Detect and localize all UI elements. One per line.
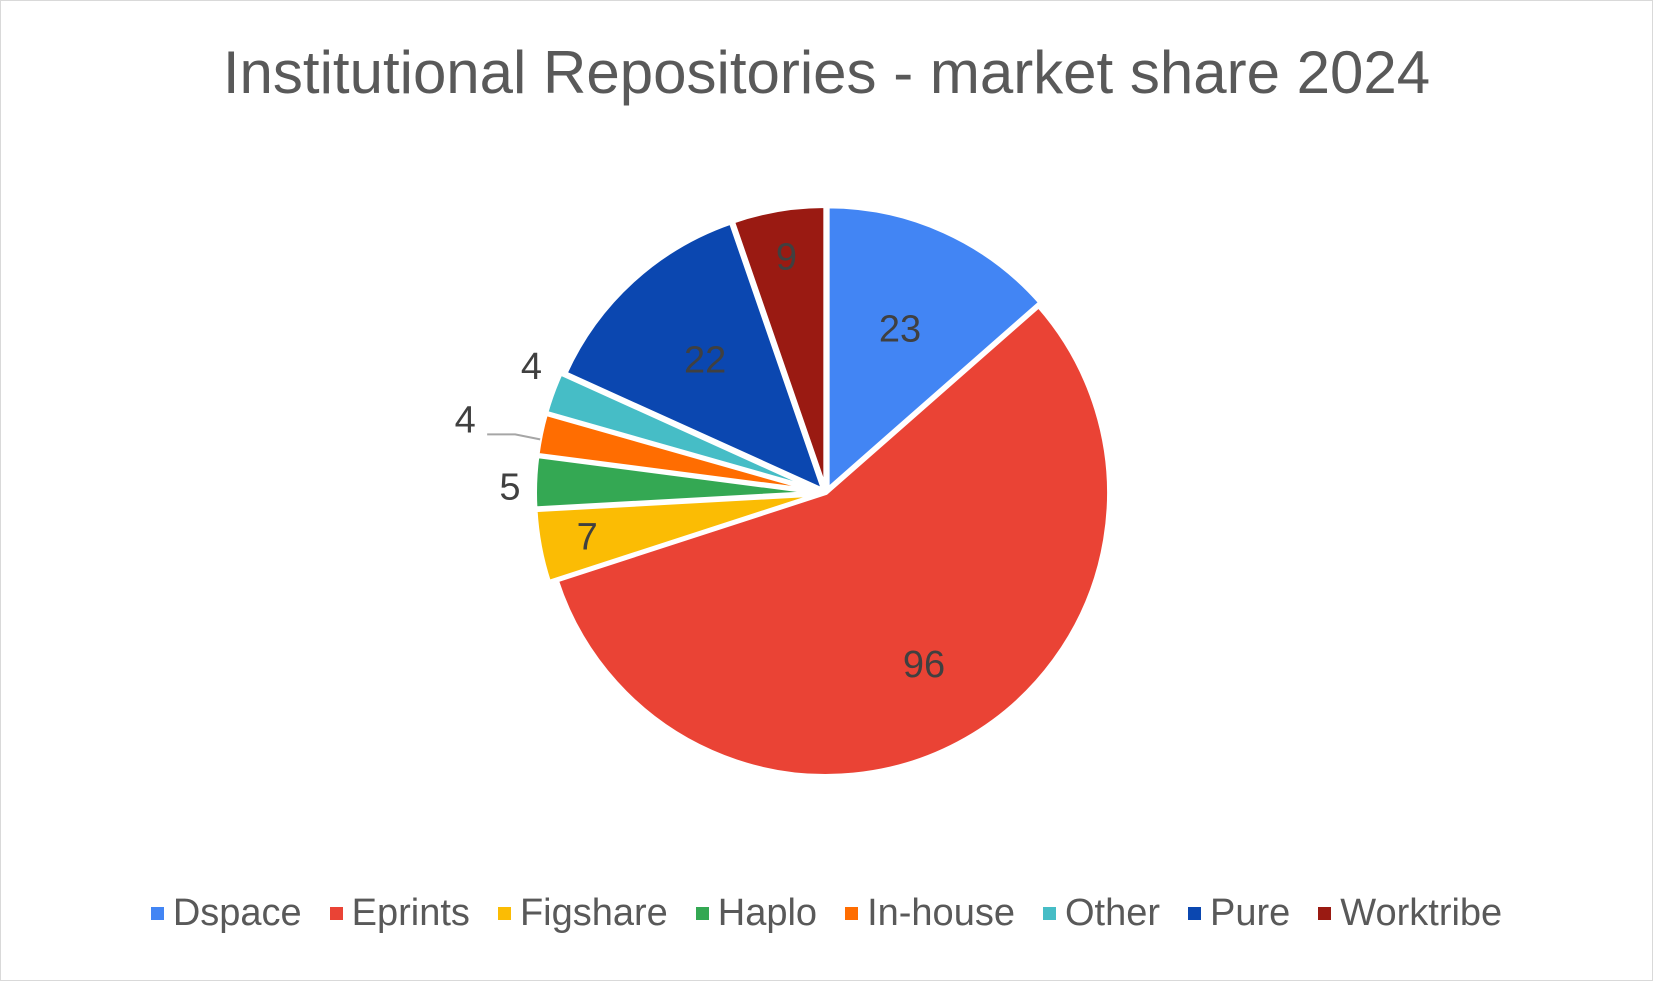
- data-label-haplo: 5: [499, 467, 520, 509]
- legend-item-eprints: Eprints: [329, 891, 470, 935]
- legend-swatch: [1188, 906, 1202, 920]
- legend-item-dspace: Dspace: [150, 891, 302, 935]
- data-label-dspace: 23: [879, 309, 921, 351]
- legend-label: Dspace: [172, 891, 302, 934]
- data-label-other: 4: [521, 346, 542, 388]
- legend-swatch: [329, 906, 343, 920]
- legend-swatch: [845, 906, 859, 920]
- legend-label: Other: [1064, 891, 1161, 934]
- legend-label: In-house: [867, 891, 1015, 934]
- chart-title: Institutional Repositories - market shar…: [222, 39, 1431, 106]
- legend-item-figshare: Figshare: [497, 891, 668, 935]
- legend-label: Haplo: [717, 891, 818, 934]
- data-label-worktribe: 9: [776, 236, 797, 278]
- data-label-pure: 22: [684, 339, 726, 381]
- legend-item-in-house: In-house: [845, 892, 1015, 935]
- legend-item-pure: Pure: [1188, 892, 1290, 935]
- pie-slice-eprints: [554, 304, 1111, 778]
- pie-slice-worktribe: [730, 204, 828, 492]
- legend-label: Figshare: [519, 891, 668, 934]
- legend-item-worktribe: Worktribe: [1318, 892, 1502, 935]
- pie-slices: [533, 204, 1111, 778]
- legend-swatch: [497, 906, 511, 920]
- legend-label: Pure: [1210, 891, 1291, 934]
- pie-slice-other: [544, 371, 821, 493]
- pie-slice-dspace: [825, 204, 1043, 492]
- leader-lines: [487, 433, 541, 441]
- data-label-eprints: 96: [903, 644, 945, 686]
- legend-item-other: Other: [1042, 891, 1161, 935]
- legend-item-haplo: Haplo: [695, 891, 818, 935]
- legend-label: Worktribe: [1340, 891, 1503, 934]
- data-label-in-house: 4: [455, 399, 476, 441]
- legend-swatch: [1042, 906, 1056, 920]
- legend-swatch: [1318, 906, 1332, 920]
- legend-swatch: [695, 906, 709, 920]
- data-label-figshare: 7: [577, 517, 598, 559]
- legend: Dspace Eprints Figshare Haplo In-house Other P…: [0, 888, 1653, 938]
- legend-label: Eprints: [351, 891, 470, 934]
- legend-swatch: [150, 906, 164, 920]
- pie-slice-pure: [563, 220, 826, 493]
- leader-line-in-house: [487, 433, 541, 441]
